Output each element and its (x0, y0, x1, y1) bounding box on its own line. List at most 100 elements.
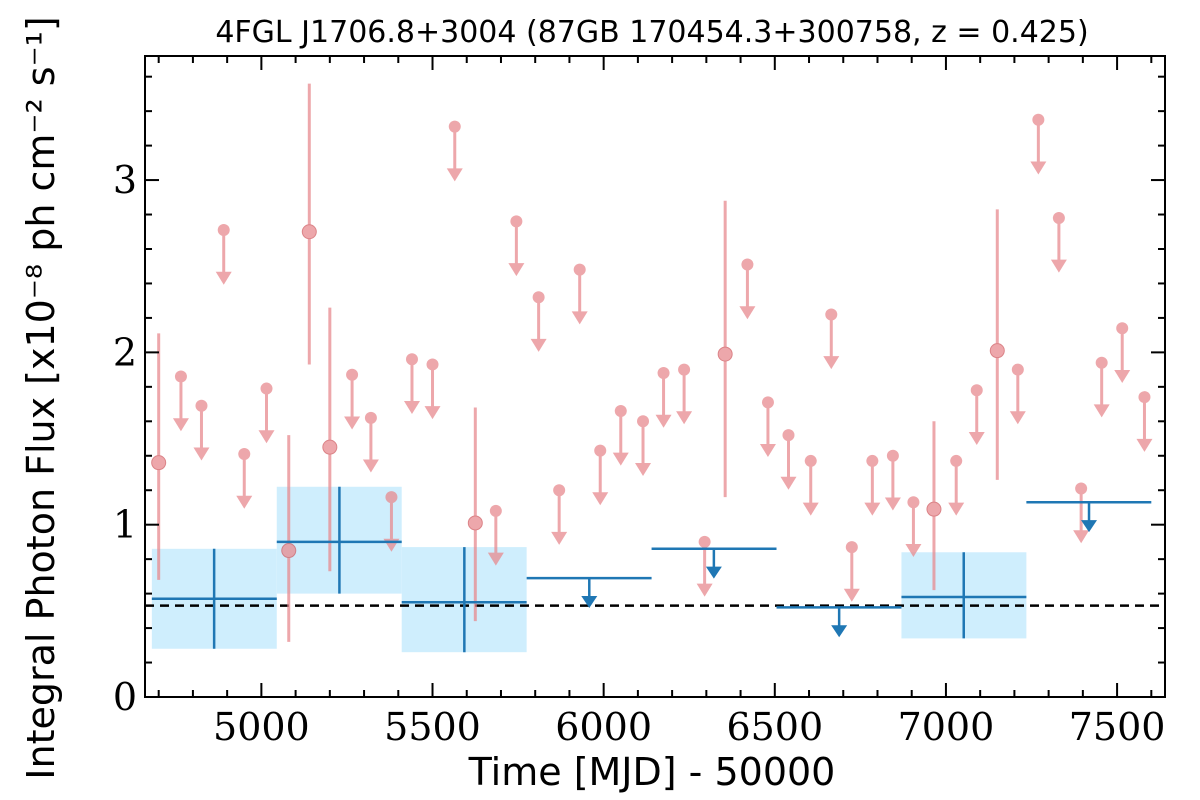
short-bin-limit-arrow (759, 444, 776, 458)
short-bin-limit-arrow (424, 406, 441, 420)
short-bin-limit-arrow (635, 462, 652, 476)
short-bin-limit-arrow (1114, 369, 1131, 383)
short-bin-upper-limit-20 (676, 363, 693, 425)
short-bin-marker (1138, 391, 1151, 404)
short-bin-marker (698, 535, 711, 548)
short-bin-marker (573, 263, 586, 276)
short-bin-marker (926, 501, 942, 517)
short-bin-limit-arrow (1136, 438, 1153, 452)
short-bin-upper-limit-10 (446, 120, 463, 182)
short-bin-marker (866, 454, 879, 467)
short-bin-marker (1075, 482, 1088, 495)
short-bin-marker (364, 411, 377, 424)
short-bin-upper-limit-1 (193, 399, 210, 461)
short-bin-upper-limit-16 (592, 444, 609, 506)
short-bin-upper-limit-5 (344, 368, 361, 430)
short-bin-marker (195, 399, 208, 412)
short-bin-marker (594, 444, 607, 457)
short-bin-upper-limit-30 (905, 496, 922, 557)
short-bin-marker (970, 384, 983, 397)
short-bin-upper-limit-13 (530, 291, 547, 352)
short-bin-upper-limit-31 (948, 454, 965, 516)
short-bin-upper-limit-23 (759, 396, 776, 458)
short-bin-detection-3 (322, 307, 338, 572)
short-bin-limit-arrow (696, 583, 713, 597)
short-bin-limit-arrow (802, 502, 819, 516)
short-bin-marker (174, 370, 187, 383)
x-tick-label: 5000 (213, 705, 310, 749)
short-bin-marker (1032, 113, 1045, 126)
short-bin-marker (385, 491, 398, 504)
short-bin-limit-arrow (612, 452, 629, 466)
short-bin-upper-limit-32 (968, 384, 985, 445)
short-bin-limit-arrow (403, 400, 420, 414)
short-bin-upper-limit-8 (403, 353, 420, 414)
short-bin-marker (989, 343, 1005, 359)
short-bin-upper-limit-12 (508, 215, 525, 277)
short-bin-marker (1116, 322, 1129, 335)
short-bin-upper-limit-22 (739, 258, 756, 320)
short-bin-limit-arrow (172, 418, 189, 432)
short-bin-upper-limit-9 (424, 358, 441, 420)
short-bin-limit-arrow (676, 411, 693, 425)
plot-frame (144, 55, 1166, 698)
short-bin-detection-4 (467, 407, 483, 622)
short-bin-marker (637, 415, 650, 428)
y-tick-label: 1 (113, 503, 137, 547)
x-tick-label: 5500 (384, 705, 481, 749)
short-bin-upper-limit-24 (780, 429, 797, 490)
short-bin-detection-0 (151, 333, 167, 580)
short-bin-marker (489, 504, 502, 517)
long-bin-limit-arrow (831, 625, 848, 638)
short-bin-limit-arrow (571, 311, 588, 325)
short-bin-limit-arrow (1009, 411, 1026, 425)
short-bin-detection-2 (301, 83, 317, 365)
short-bin-points (151, 83, 1153, 642)
short-bin-marker (405, 353, 418, 366)
short-bin-limit-arrow (508, 263, 525, 277)
short-bin-upper-limit-2 (215, 224, 232, 285)
short-bin-marker (346, 368, 359, 381)
short-bin-upper-limit-27 (843, 541, 860, 602)
axis-ticks: 5000 5500 6000 6500 7000 7500 0 1 2 3 (113, 56, 1166, 749)
short-bin-limit-arrow (905, 543, 922, 557)
short-bin-marker (322, 439, 338, 455)
short-bin-upper-limit-0 (172, 370, 189, 432)
short-bin-upper-limit-37 (1093, 356, 1110, 418)
short-bin-upper-limit-35 (1050, 211, 1067, 273)
short-bin-limit-arrow (1030, 161, 1047, 175)
long-bin-detection-0 (151, 548, 277, 649)
short-bin-upper-limit-26 (823, 308, 840, 370)
short-bin-limit-arrow (592, 492, 609, 506)
short-bin-limit-arrow (487, 552, 504, 566)
y-tick-label: 3 (113, 158, 137, 202)
x-tick-label: 7500 (1069, 705, 1166, 749)
short-bin-limit-arrow (968, 431, 985, 445)
x-axis-label: Time [MJD] - 50000 (468, 750, 836, 794)
x-tick-label: 7000 (898, 705, 995, 749)
short-bin-upper-limit-3 (236, 448, 253, 509)
short-bin-limit-arrow (864, 502, 881, 516)
short-bin-upper-limit-21 (696, 535, 713, 597)
short-bin-marker (217, 224, 230, 237)
short-bin-upper-limit-19 (655, 367, 672, 428)
short-bin-limit-arrow (884, 497, 901, 511)
long-bin-detection-1 (276, 486, 402, 594)
short-bin-upper-limit-4 (258, 382, 275, 444)
short-bin-marker (151, 455, 167, 471)
short-bin-upper-limit-11 (487, 504, 504, 566)
short-bin-limit-arrow (446, 168, 463, 182)
y-tick-label: 0 (113, 675, 137, 719)
short-bin-marker (448, 120, 461, 133)
long-bin-limit-arrow (1081, 520, 1098, 533)
short-bin-marker (845, 541, 858, 554)
short-bin-limit-arrow (1073, 530, 1090, 544)
y-axis-label: Integral Photon Flux [x10⁻⁸ ph cm⁻² s⁻¹] (19, 16, 63, 779)
long-bin-points (151, 486, 1152, 653)
short-bin-marker (532, 291, 545, 304)
short-bin-limit-arrow (344, 416, 361, 430)
short-bin-marker (782, 429, 795, 442)
short-bin-marker (426, 358, 439, 371)
short-bin-upper-limit-29 (884, 449, 901, 511)
short-bin-limit-arrow (215, 271, 232, 285)
